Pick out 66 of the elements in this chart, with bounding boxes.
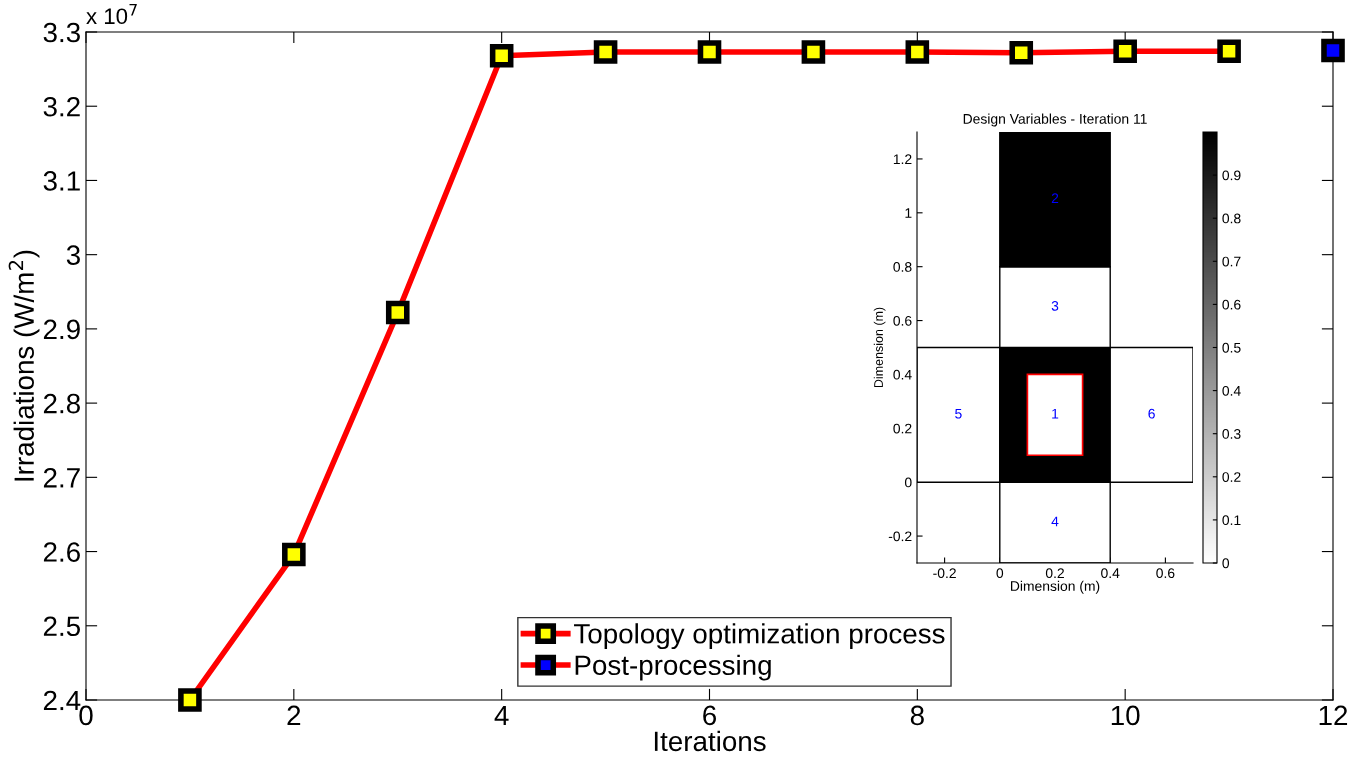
point [385, 300, 410, 325]
x-tick-label: 8 [910, 705, 924, 726]
x-tick-label: 4 [494, 705, 509, 725]
y-tick-label: 2.4 [43, 690, 81, 711]
annotation: 6 [1148, 408, 1155, 419]
point [593, 40, 618, 64]
x-tick-label: -0.2 [933, 568, 956, 579]
point [1009, 40, 1034, 65]
point [489, 43, 514, 68]
color-bar-label: 0.9 [1222, 170, 1241, 181]
x-axis-title: Iterations [654, 730, 766, 752]
legend-label: Topology optimization process [574, 623, 945, 650]
x-tick-label: 12 [1319, 705, 1348, 725]
point [1113, 39, 1137, 64]
y-tick-label: 3.3 [43, 22, 80, 43]
legend-label: Post-processing [575, 654, 771, 681]
y-tick-label: 0.6 [893, 315, 912, 326]
color-bar-label: 0.1 [1222, 515, 1241, 526]
y-axis-title: Dimension (m) [873, 307, 886, 388]
annotation: 1 [1052, 408, 1059, 419]
x-tick-label: 0.4 [1101, 568, 1120, 579]
x-axis-title: Dimension (m) [1011, 580, 1100, 594]
point [801, 40, 826, 64]
x-tick-label: 0 [79, 705, 93, 726]
y-tick-label: 3.1 [43, 171, 80, 191]
y-tick-label: 0.4 [893, 369, 912, 380]
point [1321, 38, 1345, 63]
y-tick-label: -0.2 [888, 531, 912, 542]
chart-title: Design Variables - Iteration 11 [963, 113, 1147, 127]
y-tick-label: 2.9 [43, 319, 80, 340]
point [697, 40, 722, 64]
y-tick-label: 0.8 [893, 262, 912, 272]
y-tick-label: 0.2 [893, 423, 912, 434]
text: x 10$^{7}$ [86, 4, 137, 25]
x-tick-label: 0.2 [1045, 568, 1064, 579]
x-tick-label: 2 [287, 705, 301, 725]
color-bar-label: 0.8 [1222, 213, 1241, 224]
color-bar-label: 0.2 [1222, 472, 1241, 482]
y-tick-label: 1.2 [893, 154, 912, 164]
y-tick-label: 3.2 [43, 96, 80, 117]
annotation: 4 [1051, 516, 1059, 527]
y-tick-label: 2.7 [43, 468, 80, 488]
x-tick-label: 10 [1111, 705, 1140, 726]
point [905, 40, 930, 64]
x-tick-label: 0.6 [1156, 568, 1175, 579]
annotation: 3 [1051, 300, 1059, 311]
annotation: 5 [955, 408, 962, 419]
y-tick-label: 1 [905, 208, 912, 218]
y-tick-label: 2.5 [43, 616, 80, 637]
x-tick-label: 0 [996, 568, 1004, 579]
color-bar-label: 0.3 [1222, 429, 1241, 439]
y-axis-title: Irradiations (W/m$^{2}$) [8, 250, 40, 481]
point [1217, 39, 1241, 64]
color-bar-label: 0 [1222, 558, 1230, 569]
color-bar-label: 0.7 [1222, 256, 1241, 267]
y-tick-label: 0 [904, 477, 912, 488]
y-tick-label: 2.6 [43, 542, 80, 562]
x-tick-label: 6 [703, 705, 716, 726]
color-bar-label: 0.4 [1222, 385, 1241, 396]
annotation: 2 [1051, 193, 1059, 203]
y-tick-label: 2.8 [43, 393, 80, 414]
color-bar-label: 0.6 [1222, 299, 1241, 310]
point [178, 688, 202, 712]
point [282, 542, 306, 567]
y-tick-label: 3 [66, 245, 80, 266]
color-bar-label: 0.5 [1222, 342, 1241, 353]
